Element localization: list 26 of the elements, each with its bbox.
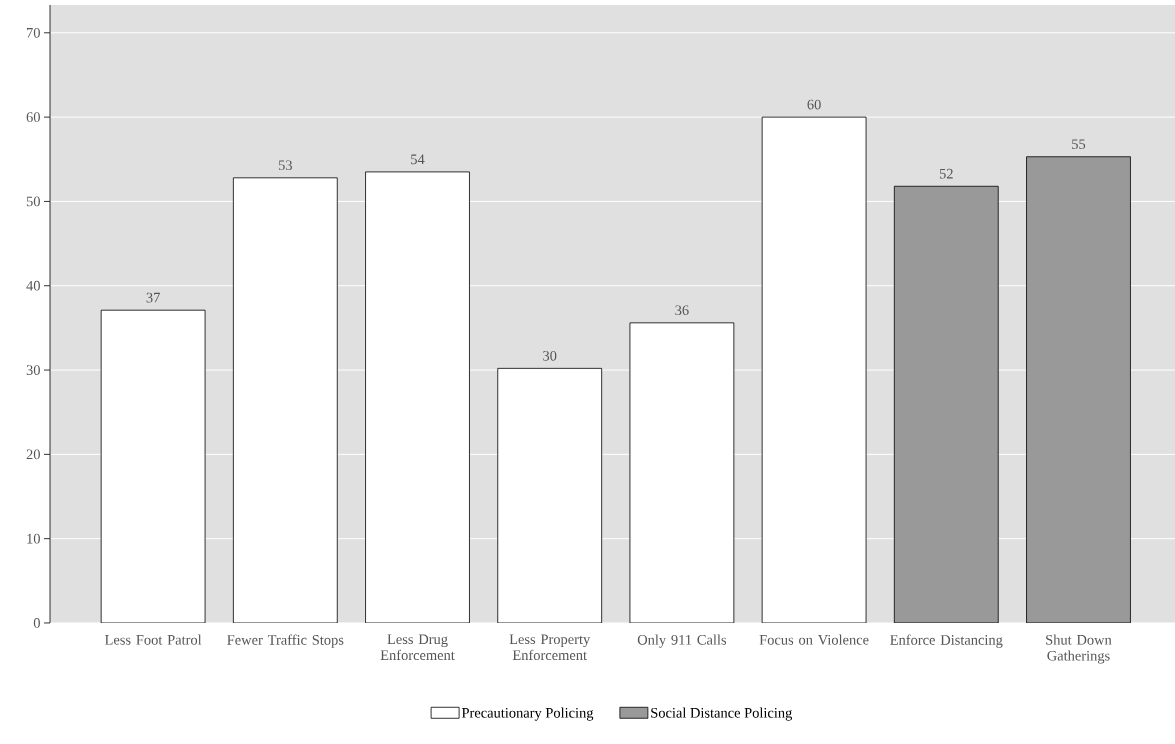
y-tick-label: 10 [27, 533, 40, 544]
legend-label: Social Distance Policing [651, 707, 793, 721]
data-label: 37 [146, 292, 160, 303]
x-tick-label: Fewer Traffic Stops [227, 634, 344, 648]
data-label: 60 [807, 99, 821, 110]
x-tick-label: Less Property Enforcement [509, 634, 591, 661]
x-tick-label: Less Foot Patrol [104, 634, 202, 645]
data-label: 36 [675, 305, 689, 316]
y-tick-label: 20 [26, 449, 40, 460]
x-tick-label: Less Drug Enforcement [380, 634, 455, 661]
x-tick-label: Only 911 Calls [637, 634, 727, 648]
data-label: 52 [939, 168, 953, 179]
x-tick-label: Focus on Violence [759, 634, 869, 645]
data-label: 55 [1072, 139, 1086, 150]
y-tick-label: 30 [26, 365, 40, 375]
y-tick-label: 40 [26, 280, 40, 291]
y-tick-label: 0 [33, 618, 40, 628]
data-label: 54 [411, 154, 425, 165]
y-tick-label: 70 [27, 27, 40, 38]
data-label: 30 [543, 350, 557, 361]
data-label: 53 [278, 160, 292, 171]
legend-label: Precautionary Policing [461, 707, 594, 721]
x-tick-label: Shut Down Gatherings [1046, 634, 1112, 664]
x-tick-label: Enforce Distancing [890, 634, 1003, 648]
y-tick-label: 60 [26, 112, 40, 122]
y-tick-label: 50 [26, 196, 40, 207]
